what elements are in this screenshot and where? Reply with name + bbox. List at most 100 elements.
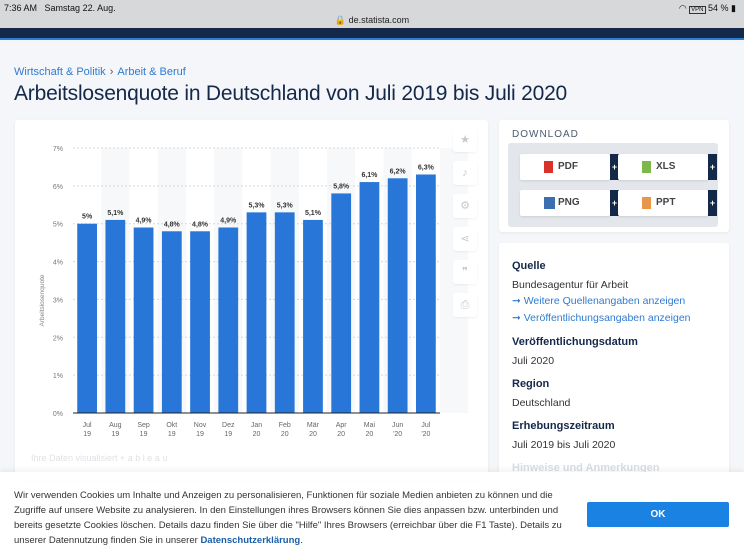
page-title: Arbeitslosenquote in Deutschland von Jul… bbox=[14, 82, 568, 105]
x-tick-label: 20 bbox=[281, 431, 289, 438]
status-time: 7:36 AM Samstag 22. Aug. bbox=[4, 3, 116, 13]
data-label: 4,8% bbox=[192, 221, 209, 228]
x-tick-label: 19 bbox=[224, 431, 232, 438]
x-tick-label: 20 bbox=[253, 431, 261, 438]
bar bbox=[105, 219, 126, 413]
x-tick-label: Nov bbox=[194, 422, 207, 429]
x-tick-label: 19 bbox=[111, 431, 119, 438]
source-heading: Quelle bbox=[512, 260, 546, 272]
x-tick-label: Jul bbox=[83, 422, 92, 429]
download-title: DOWNLOAD bbox=[512, 129, 579, 140]
x-tick-label: '20 bbox=[393, 431, 402, 438]
data-label: 4,9% bbox=[136, 218, 153, 225]
status-bar: 7:36 AM Samstag 22. Aug. ◠ VPN 54 % ▮ 🔒 … bbox=[0, 0, 744, 28]
x-tick-label: Apr bbox=[336, 422, 348, 429]
y-tick-label: 5% bbox=[53, 222, 63, 229]
x-tick-label: Aug bbox=[109, 422, 122, 429]
y-tick-label: 3% bbox=[53, 297, 63, 304]
x-tick-label: 20 bbox=[337, 431, 345, 438]
bar bbox=[161, 231, 182, 413]
data-label: 6,1% bbox=[361, 172, 378, 179]
breadcrumb: Wirtschaft & Politik › Arbeit & Beruf bbox=[14, 66, 186, 78]
period-value: Juli 2019 bis Juli 2020 bbox=[512, 439, 616, 451]
x-tick-label: Mai bbox=[364, 422, 376, 429]
gear-icon[interactable]: ⚙ bbox=[453, 194, 477, 218]
data-label: 5% bbox=[82, 214, 93, 221]
bar bbox=[387, 178, 408, 413]
y-axis-label: Arbeitslosenquote bbox=[39, 274, 46, 326]
xls-icon bbox=[642, 161, 651, 173]
data-label: 6,3% bbox=[418, 165, 435, 172]
bar-chart: 0% 1% 2% 3% 4% 5% 6% 7% Arbeitslosenquote 5% Jul 19… bbox=[39, 146, 469, 438]
bar bbox=[246, 212, 267, 413]
download-xls-button[interactable]: XLS + bbox=[618, 154, 717, 180]
x-tick-label: 19 bbox=[168, 431, 176, 438]
png-icon bbox=[544, 197, 555, 209]
tableau-credit: Ihre Daten visualisiert + a b l e a u bbox=[31, 453, 168, 463]
pub-date-value: Juli 2020 bbox=[512, 355, 555, 367]
x-tick-label: 20 bbox=[366, 431, 374, 438]
download-ppt-button[interactable]: PPT + bbox=[618, 190, 717, 216]
pdf-icon bbox=[544, 161, 553, 173]
region-heading: Region bbox=[512, 378, 550, 390]
bar bbox=[218, 227, 239, 413]
x-tick-label: Okt bbox=[166, 422, 177, 429]
star-icon[interactable]: ★ bbox=[453, 128, 477, 152]
period-heading: Erhebungszeitraum bbox=[512, 420, 615, 432]
bar bbox=[303, 219, 323, 413]
data-label: 4,9% bbox=[220, 218, 237, 225]
bell-icon[interactable]: ♪ bbox=[453, 161, 477, 185]
x-tick-label: 19 bbox=[140, 431, 148, 438]
x-tick-label: 19 bbox=[83, 431, 91, 438]
cookie-banner: Wir verwenden Cookies um Inhalte und Anz… bbox=[0, 472, 744, 558]
url-bar[interactable]: 🔒 de.statista.com bbox=[334, 15, 410, 25]
more-sources-link[interactable]: ➞ Weitere Quellenangaben anzeigen bbox=[512, 295, 686, 307]
bar bbox=[77, 223, 97, 413]
x-tick-label: 20 bbox=[309, 431, 317, 438]
y-tick-label: 0% bbox=[53, 411, 63, 418]
source-value: Bundesagentur für Arbeit bbox=[512, 279, 629, 291]
share-icon[interactable]: ⋖ bbox=[453, 227, 477, 251]
breadcrumb-item[interactable]: Arbeit & Beruf bbox=[117, 66, 186, 78]
x-tick-label: Jul bbox=[421, 422, 430, 429]
x-tick-label: '20 bbox=[421, 431, 430, 438]
cookie-ok-button[interactable]: OK bbox=[587, 502, 729, 527]
chart-tools: ★ ♪ ⚙ ⋖ ❞ ⎙ bbox=[453, 128, 479, 326]
publication-info-link[interactable]: ➞ Veröffentlichungsangaben anzeigen bbox=[512, 312, 691, 324]
data-label: 5,1% bbox=[305, 210, 322, 217]
x-tick-label: Dez bbox=[222, 422, 235, 429]
print-icon[interactable]: ⎙ bbox=[453, 293, 477, 317]
bar bbox=[331, 193, 352, 413]
x-tick-label: Jan bbox=[251, 422, 262, 429]
quote-icon[interactable]: ❞ bbox=[453, 260, 477, 284]
bar bbox=[190, 231, 210, 413]
chart-card: 0% 1% 2% 3% 4% 5% 6% 7% Arbeitslosenquote 5% Jul 19… bbox=[15, 120, 488, 480]
data-label: 5,3% bbox=[277, 202, 294, 209]
data-label: 5,3% bbox=[249, 202, 266, 209]
bar bbox=[359, 182, 380, 413]
download-png-button[interactable]: PNG + bbox=[520, 190, 619, 216]
y-tick-label: 1% bbox=[53, 373, 63, 380]
breadcrumb-item[interactable]: Wirtschaft & Politik bbox=[14, 66, 106, 78]
data-label: 4,8% bbox=[164, 221, 181, 228]
pub-date-heading: Veröffentlichungsdatum bbox=[512, 336, 638, 348]
region-value: Deutschland bbox=[512, 397, 571, 409]
cookie-text: Wir verwenden Cookies um Inhalte und Anz… bbox=[14, 490, 562, 546]
ppt-icon bbox=[642, 197, 651, 209]
y-tick-label: 2% bbox=[53, 335, 63, 342]
download-card: DOWNLOAD PDF + XLS + PNG + PPT + bbox=[499, 120, 729, 232]
bar bbox=[274, 212, 295, 413]
y-tick-label: 7% bbox=[53, 146, 63, 153]
x-tick-label: 19 bbox=[196, 431, 204, 438]
x-tick-label: Jun bbox=[392, 422, 403, 429]
data-label: 6,2% bbox=[390, 168, 407, 175]
data-label: 5,8% bbox=[333, 183, 350, 190]
bar bbox=[416, 174, 436, 413]
site-navbar bbox=[0, 28, 744, 40]
x-tick-label: Mär bbox=[307, 422, 320, 429]
privacy-link[interactable]: Datenschutzerklärung bbox=[200, 535, 301, 546]
data-label: 5,1% bbox=[107, 210, 124, 217]
download-pdf-button[interactable]: PDF + bbox=[520, 154, 619, 180]
x-tick-label: Sep bbox=[137, 422, 150, 429]
y-tick-label: 6% bbox=[53, 184, 63, 191]
